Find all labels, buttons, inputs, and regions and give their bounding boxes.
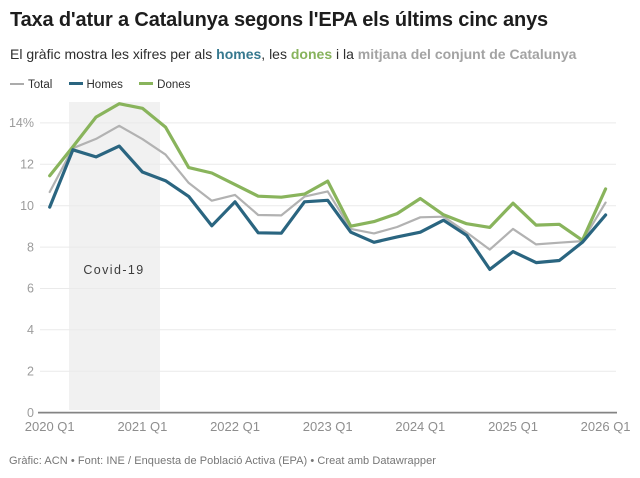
svg-text:0: 0 <box>27 406 34 420</box>
svg-text:2020 Q1: 2020 Q1 <box>25 419 75 434</box>
svg-text:2025 Q1: 2025 Q1 <box>488 419 538 434</box>
svg-text:2024 Q1: 2024 Q1 <box>395 419 445 434</box>
svg-text:2022 Q1: 2022 Q1 <box>210 419 260 434</box>
svg-text:12: 12 <box>20 158 34 172</box>
svg-text:14%: 14% <box>9 116 34 130</box>
svg-text:2026 Q1: 2026 Q1 <box>581 419 631 434</box>
svg-text:8: 8 <box>27 240 34 254</box>
svg-text:2: 2 <box>27 364 34 378</box>
svg-text:2021 Q1: 2021 Q1 <box>117 419 167 434</box>
svg-text:Covid-19: Covid-19 <box>83 263 144 277</box>
svg-text:6: 6 <box>27 282 34 296</box>
svg-text:4: 4 <box>27 323 34 337</box>
svg-text:2023 Q1: 2023 Q1 <box>303 419 353 434</box>
svg-text:10: 10 <box>20 199 34 213</box>
